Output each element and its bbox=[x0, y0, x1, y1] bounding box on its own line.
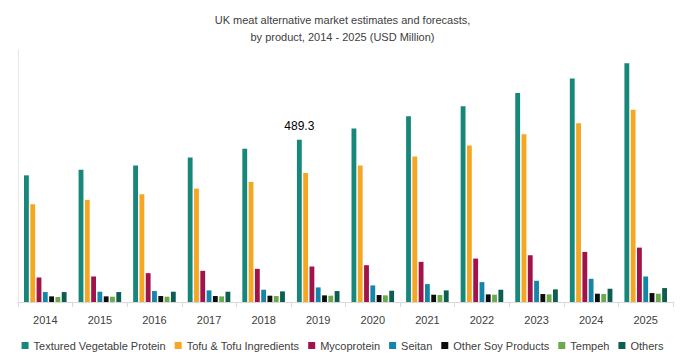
svg-text:Textured Vegetable Protein: Textured Vegetable Protein bbox=[34, 340, 166, 352]
svg-text:2023: 2023 bbox=[524, 314, 548, 326]
svg-text:2018: 2018 bbox=[251, 314, 275, 326]
svg-text:2016: 2016 bbox=[142, 314, 166, 326]
svg-text:2020: 2020 bbox=[361, 314, 385, 326]
svg-text:2014: 2014 bbox=[33, 314, 57, 326]
svg-text:by product, 2014 - 2025 (USD M: by product, 2014 - 2025 (USD Million) bbox=[250, 31, 434, 43]
svg-text:2024: 2024 bbox=[579, 314, 603, 326]
svg-text:2025: 2025 bbox=[633, 314, 657, 326]
svg-text:2019: 2019 bbox=[306, 314, 330, 326]
svg-text:Tofu & Tofu Ingredients: Tofu & Tofu Ingredients bbox=[187, 340, 300, 352]
svg-text:489.3: 489.3 bbox=[284, 119, 314, 133]
svg-text:Others: Others bbox=[630, 340, 664, 352]
svg-text:Tempeh: Tempeh bbox=[570, 340, 609, 352]
svg-text:Other Soy Products: Other Soy Products bbox=[453, 340, 549, 352]
svg-text:2021: 2021 bbox=[415, 314, 439, 326]
svg-text:2022: 2022 bbox=[470, 314, 494, 326]
svg-text:2017: 2017 bbox=[197, 314, 221, 326]
svg-text:UK meat alternative market est: UK meat alternative market estimates and… bbox=[215, 14, 471, 26]
svg-text:Mycoprotein: Mycoprotein bbox=[320, 340, 380, 352]
svg-text:Seitan: Seitan bbox=[401, 340, 432, 352]
svg-text:2015: 2015 bbox=[88, 314, 112, 326]
